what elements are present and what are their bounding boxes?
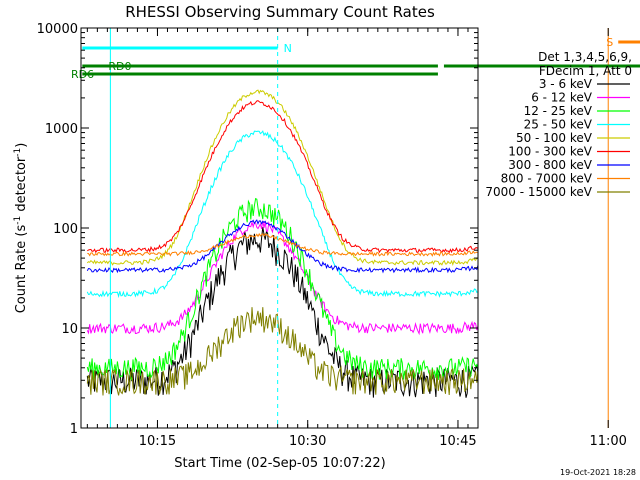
y-tick-label-4: 10000 bbox=[37, 22, 78, 37]
x-tick-label-2: 10:45 bbox=[439, 434, 476, 449]
legend-entry-3: 25 - 50 keV bbox=[524, 118, 593, 132]
legend-entry-4: 50 - 100 keV bbox=[516, 131, 593, 145]
chart-title: RHESSI Observing Summary Count Rates bbox=[125, 3, 435, 21]
legend-entry-7: 800 - 7000 keV bbox=[501, 172, 593, 186]
x-tick-label-3: 11:00 bbox=[589, 434, 626, 449]
series-line-4-seg-0 bbox=[86, 89, 478, 266]
series-line-7-seg-0 bbox=[87, 232, 478, 257]
legend-entry-8: 7000 - 15000 keV bbox=[485, 185, 592, 199]
flag-label-rd6: RD6 bbox=[71, 68, 94, 81]
legend-entry-5: 100 - 300 keV bbox=[508, 145, 592, 159]
plot-area: NSFRD0RD611010010001000010:1510:3010:451… bbox=[37, 22, 640, 449]
legend-entry-1: 6 - 12 keV bbox=[531, 91, 593, 105]
legend-entry-2: 12 - 25 keV bbox=[524, 104, 593, 118]
y-axis-title: Count Rate (s-1 detector-1) bbox=[13, 143, 29, 314]
series-line-8-seg-0 bbox=[86, 307, 478, 396]
legend-entry-0: 3 - 6 keV bbox=[539, 77, 593, 91]
flag-label-n: N bbox=[284, 42, 292, 55]
x-tick-label-1: 10:30 bbox=[289, 434, 326, 449]
flag-label-s: S bbox=[606, 36, 613, 49]
series-group bbox=[86, 89, 478, 398]
x-tick-label-0: 10:15 bbox=[139, 434, 176, 449]
legend-entry-6: 300 - 800 keV bbox=[508, 158, 592, 172]
legend: Det 1,3,4,5,6,9,FDecim 1, Att 03 - 6 keV… bbox=[485, 50, 632, 199]
footer-timestamp: 19-Oct-2021 18:28 bbox=[560, 468, 636, 477]
legend-header-1: FDecim 1, Att 0 bbox=[539, 64, 632, 78]
y-tick-label-1: 10 bbox=[61, 322, 78, 337]
series-line-3-seg-0 bbox=[86, 130, 478, 299]
series-line-5-seg-0 bbox=[87, 100, 478, 254]
series-line-6-seg-0 bbox=[86, 219, 478, 274]
series-line-2-seg-0 bbox=[86, 197, 478, 381]
legend-header-0: Det 1,3,4,5,6,9, bbox=[538, 50, 632, 64]
series-line-0-seg-0 bbox=[86, 227, 478, 398]
y-tick-label-3: 1000 bbox=[45, 122, 78, 137]
series-line-1-seg-0 bbox=[86, 220, 478, 336]
y-tick-label-2: 100 bbox=[53, 222, 78, 237]
flag-label-rd0: RD0 bbox=[108, 60, 131, 73]
y-tick-label-0: 1 bbox=[70, 422, 78, 437]
x-axis-title: Start Time (02-Sep-05 10:07:22) bbox=[174, 456, 385, 471]
